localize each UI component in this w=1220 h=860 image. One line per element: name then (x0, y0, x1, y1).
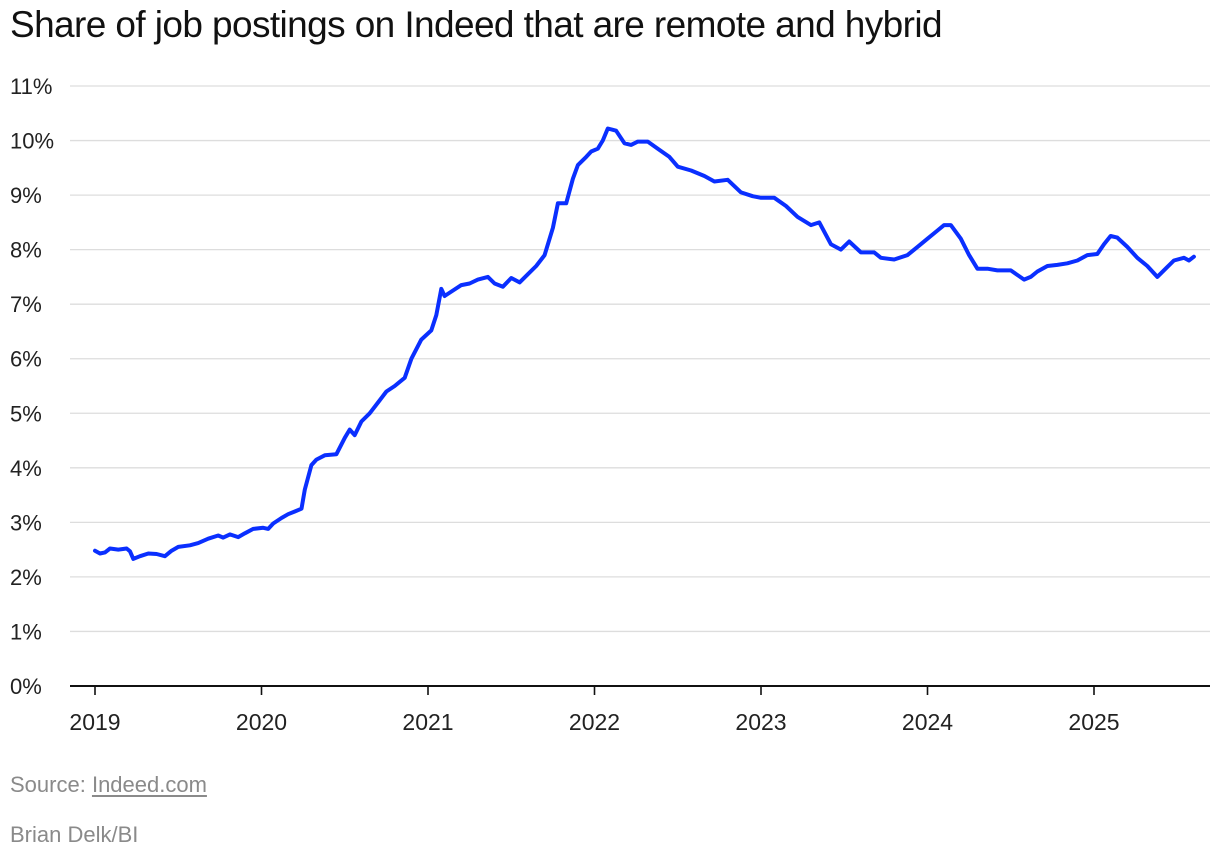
source-link[interactable]: Indeed.com (91, 772, 207, 797)
y-tick-label: 7% (10, 292, 42, 317)
source-note: Source: Indeed.com (10, 772, 207, 798)
x-tick-label: 2022 (569, 709, 620, 735)
y-tick-label: 1% (10, 619, 42, 644)
y-tick-label: 2% (10, 565, 42, 590)
chart-title: Share of job postings on Indeed that are… (10, 4, 943, 45)
series-layer (93, 126, 1196, 561)
y-tick-label: 9% (10, 183, 42, 208)
y-tick-label: 10% (10, 129, 54, 154)
credit-line: Brian Delk/BI (10, 822, 139, 847)
gridlines (70, 85, 1210, 633)
x-axis: 2019 2020 2021 2022 2023 2024 2025 (69, 685, 1210, 735)
y-tick-label: 11% (10, 74, 52, 99)
source-label: Source: (10, 772, 86, 797)
x-tick-label: 2021 (402, 709, 453, 735)
x-tick-label: 2024 (902, 709, 953, 735)
x-tick-label: 2019 (69, 709, 120, 735)
x-tick-label: 2023 (735, 709, 786, 735)
y-axis-ticks: 0% 1% 2% 3% 4% 5% 6% 7% 8% 9% 10% 11% (10, 74, 54, 699)
y-tick-label: 5% (10, 401, 42, 426)
y-tick-label: 3% (10, 510, 42, 535)
y-tick-label: 8% (10, 238, 42, 263)
series-line (93, 126, 1196, 561)
y-tick-label: 4% (10, 456, 42, 481)
x-tick-label: 2025 (1068, 709, 1119, 735)
y-tick-label: 6% (10, 347, 42, 372)
x-tick-label: 2020 (236, 709, 287, 735)
y-tick-label: 0% (10, 674, 42, 699)
